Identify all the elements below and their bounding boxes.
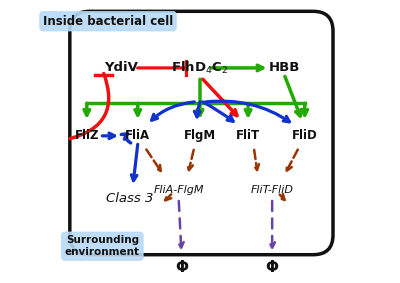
Text: FliT: FliT	[236, 129, 260, 142]
Text: YdiV: YdiV	[104, 61, 138, 74]
Text: FliD: FliD	[292, 129, 318, 142]
Text: Φ: Φ	[175, 260, 188, 275]
Text: Inside bacterial cell: Inside bacterial cell	[43, 15, 173, 28]
Text: FliT-FliD: FliT-FliD	[251, 185, 294, 195]
Text: HBB: HBB	[269, 61, 300, 74]
Text: FliZ: FliZ	[74, 129, 99, 142]
Text: FliA: FliA	[125, 129, 150, 142]
FancyBboxPatch shape	[70, 11, 333, 255]
Text: Φ: Φ	[266, 260, 279, 275]
Text: FliA-FlgM: FliA-FlgM	[154, 185, 204, 195]
Text: FlhD$_4$C$_2$: FlhD$_4$C$_2$	[172, 60, 228, 76]
Text: Class 3: Class 3	[106, 192, 153, 205]
Text: Surrounding
environment: Surrounding environment	[65, 235, 140, 257]
Text: FlgM: FlgM	[184, 129, 216, 142]
